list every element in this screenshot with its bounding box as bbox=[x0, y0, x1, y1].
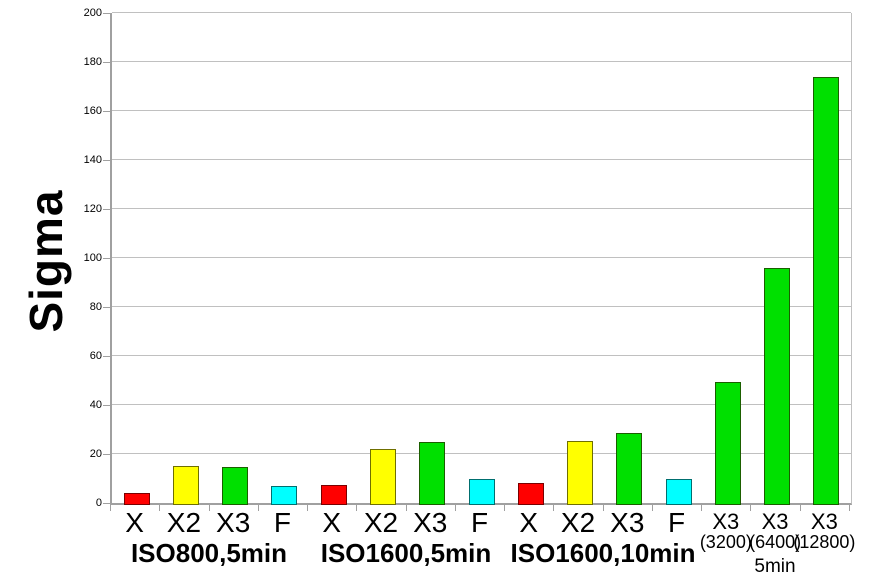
y-axis-tick-label: 180 bbox=[83, 56, 102, 68]
y-axis-tick bbox=[103, 62, 110, 63]
bar-f-7 bbox=[468, 478, 495, 505]
category-label: X3 bbox=[216, 507, 251, 538]
category-label: X2 bbox=[166, 507, 202, 538]
gridline bbox=[112, 257, 851, 258]
x-axis-tick bbox=[258, 505, 259, 511]
y-axis-tick-label: 200 bbox=[83, 7, 102, 19]
bar-x3-10 bbox=[616, 433, 643, 505]
y-axis-tick bbox=[103, 13, 110, 14]
x-axis-tick bbox=[553, 505, 554, 511]
y-axis-tick-label: 40 bbox=[89, 399, 102, 411]
x-axis-tick bbox=[455, 505, 456, 511]
x-axis-tick bbox=[209, 505, 210, 511]
group-label: ISO1600,5min bbox=[320, 538, 492, 568]
y-axis-tick bbox=[103, 405, 110, 406]
gridline bbox=[112, 110, 851, 111]
bar-x3-14 bbox=[813, 76, 840, 505]
gridline bbox=[112, 208, 851, 209]
gridline bbox=[112, 453, 851, 454]
y-axis-tick bbox=[103, 209, 110, 210]
gridline bbox=[112, 12, 851, 13]
x-axis-tick bbox=[356, 505, 357, 511]
gridline bbox=[112, 61, 851, 62]
bar-x-4 bbox=[320, 484, 347, 505]
bar-x3-12 bbox=[714, 381, 741, 505]
y-axis-tick bbox=[103, 356, 110, 357]
bar-f-11 bbox=[665, 478, 692, 505]
y-axis-tick-label: 140 bbox=[83, 154, 102, 166]
bar-x2-1 bbox=[172, 466, 199, 505]
y-axis-tick-label: 100 bbox=[83, 252, 102, 264]
category-sublabel: (12800) bbox=[793, 532, 856, 552]
x-axis-tick bbox=[603, 505, 604, 511]
bar-x3-13 bbox=[764, 267, 791, 505]
category-label: X3 bbox=[761, 509, 789, 534]
category-label: X3 bbox=[810, 509, 838, 534]
bar-f-3 bbox=[271, 485, 298, 505]
x-axis-tick bbox=[159, 505, 160, 511]
bar-x2-5 bbox=[369, 449, 396, 505]
x-axis-tick bbox=[652, 505, 653, 511]
category-label: X bbox=[519, 507, 539, 538]
group-label: 5min bbox=[754, 556, 796, 577]
category-label: X2 bbox=[560, 507, 596, 538]
x-axis-tick bbox=[504, 505, 505, 511]
category-label: X3 bbox=[413, 507, 448, 538]
bar-x2-9 bbox=[567, 440, 594, 505]
bar-x-0 bbox=[123, 493, 150, 505]
x-axis-tick bbox=[701, 505, 702, 511]
category-label: X3 bbox=[712, 509, 740, 534]
gridline bbox=[112, 306, 851, 307]
y-axis-tick-label: 60 bbox=[89, 350, 102, 362]
bar-x-8 bbox=[517, 483, 544, 505]
category-label: F bbox=[668, 507, 686, 538]
y-axis-tick bbox=[103, 454, 110, 455]
y-axis-tick-label: 20 bbox=[89, 448, 102, 460]
x-axis-tick bbox=[307, 505, 308, 511]
x-axis-tick bbox=[750, 505, 751, 511]
x-axis-tick bbox=[849, 505, 850, 511]
y-axis-tick-label: 0 bbox=[95, 497, 102, 509]
gridline bbox=[112, 355, 851, 356]
category-sublabel: (6400) bbox=[749, 532, 802, 552]
y-axis-tick bbox=[103, 111, 110, 112]
group-label: ISO800,5min bbox=[130, 538, 288, 568]
category-label: X bbox=[125, 507, 144, 538]
category-label: F bbox=[470, 507, 489, 538]
plot-area bbox=[110, 12, 852, 505]
group-label: ISO1600,10min bbox=[510, 538, 696, 568]
category-sublabel: (3200) bbox=[699, 532, 752, 552]
x-axis-tick bbox=[800, 505, 801, 511]
bar-x3-6 bbox=[419, 441, 446, 505]
gridline bbox=[112, 404, 851, 405]
bar-x3-2 bbox=[222, 467, 249, 505]
category-label: X2 bbox=[363, 507, 399, 538]
y-axis-tick bbox=[103, 307, 110, 308]
category-label: F bbox=[273, 507, 291, 538]
y-axis-tick bbox=[103, 503, 110, 504]
y-axis-tick bbox=[103, 160, 110, 161]
y-axis-tick-label: 160 bbox=[83, 105, 102, 117]
y-axis-tick bbox=[103, 258, 110, 259]
y-axis-tick-label: 120 bbox=[83, 203, 102, 215]
gridline bbox=[112, 159, 851, 160]
x-axis-tick bbox=[110, 505, 111, 511]
y-axis-tick-label: 80 bbox=[89, 301, 102, 313]
category-label: X bbox=[322, 507, 342, 538]
x-axis-tick bbox=[406, 505, 407, 511]
category-label: X3 bbox=[610, 507, 645, 538]
